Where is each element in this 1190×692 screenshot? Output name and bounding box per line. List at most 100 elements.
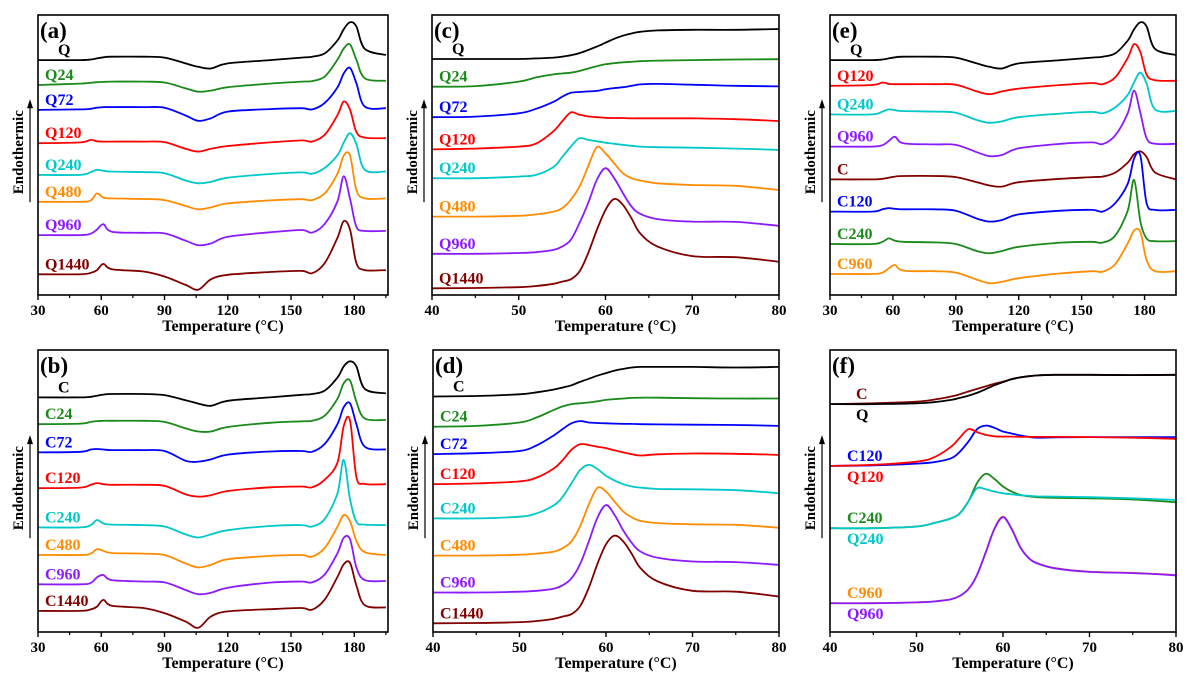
panel-letter: (c) bbox=[434, 18, 460, 43]
series-label: C960 bbox=[440, 575, 476, 592]
x-axis-title: Temperature (°C) bbox=[555, 655, 676, 672]
curve-C240 bbox=[432, 463, 780, 520]
series-label: C120 bbox=[847, 448, 883, 465]
series-label: Q1440 bbox=[439, 270, 483, 287]
curve-C480 bbox=[37, 513, 387, 569]
x-tick-label: 180 bbox=[343, 640, 366, 656]
x-tick-label: 80 bbox=[1169, 640, 1184, 656]
curve-Q480 bbox=[37, 151, 386, 211]
x-tick-label: 60 bbox=[996, 640, 1011, 656]
series-label: C120 bbox=[45, 470, 81, 487]
x-tick-label: 70 bbox=[685, 640, 700, 656]
series-label: Q24 bbox=[439, 69, 467, 86]
series-label: Q bbox=[452, 41, 464, 58]
curve-Q120 bbox=[431, 111, 780, 151]
curve-C1440 bbox=[432, 534, 780, 625]
curve-C240 bbox=[829, 178, 1177, 255]
series-label: Q480 bbox=[439, 199, 475, 216]
series-label: C960 bbox=[837, 256, 873, 273]
series-label: Q240 bbox=[439, 160, 475, 177]
series-label: C bbox=[58, 379, 70, 396]
x-tick-label: 50 bbox=[909, 640, 924, 656]
series-label: C24 bbox=[45, 406, 73, 423]
y-axis-title: Endothermic bbox=[405, 110, 421, 195]
panel-e: 30 60 90 120 150 180 Temperature (°C) Endotherm… bbox=[803, 14, 1177, 335]
x-tick-label: 80 bbox=[772, 640, 787, 656]
curve-Q bbox=[829, 21, 1177, 70]
series-label: Q480 bbox=[45, 184, 81, 201]
y-axis-title: Endothermic bbox=[11, 110, 27, 195]
series-label: C240 bbox=[847, 510, 883, 527]
series-label: C1440 bbox=[45, 593, 89, 610]
x-tick-label: 30 bbox=[31, 303, 46, 319]
curve-Q1440 bbox=[37, 219, 386, 291]
curve-Q72 bbox=[431, 82, 780, 119]
curve-Q240 bbox=[829, 71, 1177, 124]
x-axis-title: Temperature (°C) bbox=[952, 318, 1073, 335]
y-axis-title: Endothermic bbox=[11, 446, 27, 531]
series-label: Q120 bbox=[837, 68, 873, 85]
endothermic-arrow-icon bbox=[819, 435, 825, 539]
series-label: Q bbox=[850, 42, 862, 59]
x-tick-label: 80 bbox=[772, 303, 787, 319]
plot-frame bbox=[37, 14, 389, 296]
curve-Q240 bbox=[37, 132, 386, 185]
x-tick-label: 60 bbox=[94, 303, 109, 319]
x-tick-label: 120 bbox=[217, 303, 240, 319]
curve-Q120 bbox=[829, 428, 1177, 467]
series-label: Q960 bbox=[439, 236, 475, 253]
x-tick-label: 150 bbox=[1070, 303, 1093, 319]
curve-Q960 bbox=[829, 89, 1177, 158]
panel-letter: (e) bbox=[832, 18, 858, 43]
series-label: Q24 bbox=[45, 67, 73, 84]
y-axis-title: Endothermic bbox=[803, 110, 819, 195]
x-tick-label: 60 bbox=[885, 303, 900, 319]
x-tick-label: 50 bbox=[511, 303, 526, 319]
curve-C bbox=[829, 150, 1177, 188]
curve-Q120 bbox=[829, 43, 1177, 96]
curve-Q1440 bbox=[431, 197, 780, 290]
panel-b: 30 60 90 120 150 180 Temperature (°C) Endotherm… bbox=[11, 349, 389, 672]
curve-C bbox=[37, 360, 387, 407]
curve-C960 bbox=[37, 534, 386, 596]
curve-Q bbox=[829, 373, 1177, 406]
x-tick-label: 60 bbox=[94, 640, 109, 656]
series-label: C120 bbox=[837, 194, 873, 211]
series-label: Q72 bbox=[439, 99, 467, 116]
series-label: C120 bbox=[440, 466, 476, 483]
endothermic-arrow-icon bbox=[27, 99, 33, 203]
curve-C120 bbox=[829, 151, 1177, 223]
x-tick-label: 40 bbox=[426, 640, 441, 656]
series-label: C240 bbox=[837, 226, 873, 243]
curve-Q960 bbox=[431, 167, 780, 255]
series-label: Q bbox=[58, 42, 70, 59]
series-label: Q1440 bbox=[45, 256, 89, 273]
series-label: C bbox=[856, 386, 868, 403]
series-label: C480 bbox=[45, 537, 81, 554]
x-tick-label: 50 bbox=[512, 640, 527, 656]
x-tick-label: 180 bbox=[343, 303, 366, 319]
curve-C72 bbox=[432, 420, 780, 455]
series-label: Q240 bbox=[847, 531, 883, 548]
panel-c: 40 50 60 70 80 Temperature (°C) Endothermic (c)… bbox=[405, 14, 787, 335]
series-label: C72 bbox=[440, 436, 468, 453]
x-axis-title: Temperature (°C) bbox=[162, 318, 283, 335]
y-axis-title: Endothermic bbox=[803, 446, 819, 531]
series-label: C bbox=[453, 379, 465, 396]
panel-a: 30 60 90 120 150 180 Temperature (°C) Endotherm… bbox=[11, 14, 389, 335]
panel-letter: (d) bbox=[435, 353, 463, 378]
curve-C120 bbox=[432, 443, 780, 486]
series-label: Q240 bbox=[45, 157, 81, 174]
panel-letter: (a) bbox=[40, 18, 67, 43]
panel-f: 40 50 60 70 80 Temperature (°C) Endothermic (f)… bbox=[803, 349, 1184, 672]
curve-C960 bbox=[829, 227, 1177, 285]
x-tick-label: 120 bbox=[1007, 303, 1030, 319]
y-axis-title: Endothermic bbox=[406, 446, 422, 531]
series-label: Q960 bbox=[837, 129, 873, 146]
curve-C240 bbox=[37, 459, 386, 539]
x-tick-label: 30 bbox=[823, 303, 838, 319]
endothermic-arrow-icon bbox=[27, 435, 33, 539]
curve-C120 bbox=[37, 415, 386, 498]
x-axis-title: Temperature (°C) bbox=[162, 655, 283, 672]
series-label: C240 bbox=[45, 509, 81, 526]
